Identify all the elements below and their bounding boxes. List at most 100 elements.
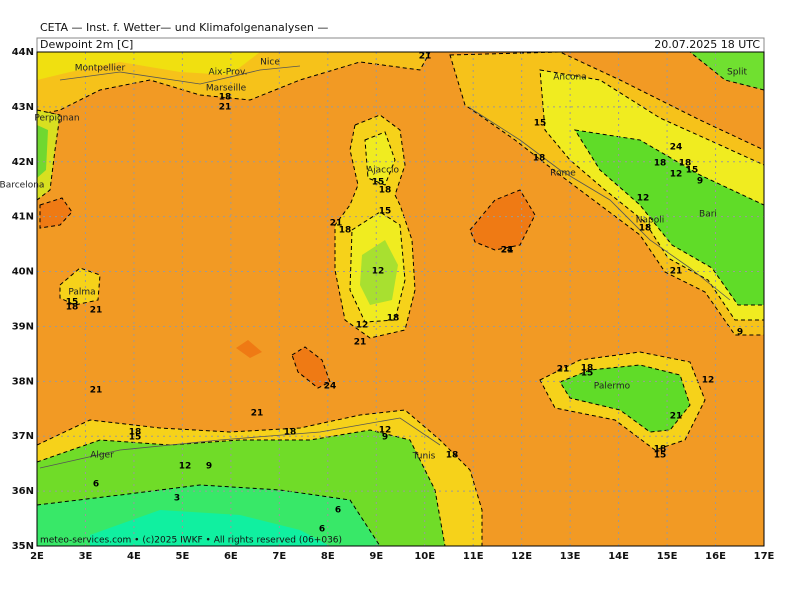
lon-label: 6E <box>224 551 238 562</box>
land-green <box>689 52 764 91</box>
city-label: Montpellier <box>75 64 126 74</box>
land-green <box>573 129 764 306</box>
lon-label: 11E <box>463 551 484 562</box>
land-green <box>37 125 48 178</box>
city-label: Aix-Prov. <box>209 68 248 78</box>
contour-label: 18 <box>533 154 546 164</box>
lon-label: 17E <box>754 551 775 562</box>
coastline <box>39 65 731 469</box>
contour-label: 24 <box>670 143 683 153</box>
contour-label: 18 <box>654 445 667 455</box>
contour-label: 24 <box>324 382 337 392</box>
city-label: Ancona <box>553 73 587 83</box>
contour-label: 18 <box>679 159 692 169</box>
field-title: Dewpoint 2m [C] <box>40 38 133 51</box>
contour-label: 24 <box>501 246 514 256</box>
graticule <box>37 52 764 546</box>
lon-label: 7E <box>272 551 286 562</box>
patch <box>236 340 262 358</box>
contour-label: 18 <box>387 314 400 324</box>
city-label: Rome <box>550 169 576 179</box>
lon-label: 3E <box>79 551 93 562</box>
city-label: Alger <box>90 451 114 461</box>
contour-label: 6 <box>335 506 341 516</box>
contour-label: 18 <box>446 451 459 461</box>
city-label: Ajaccio <box>367 166 400 176</box>
contour-label: 9 <box>697 177 703 187</box>
contour-label: 15 <box>654 451 667 461</box>
lat-label: 36N <box>12 486 34 497</box>
field <box>37 52 764 546</box>
contour-label: 12 <box>372 267 385 277</box>
lat-label: 39N <box>12 321 34 332</box>
lat-label: 42N <box>12 157 34 168</box>
contour-label: 18 <box>339 226 352 236</box>
contour-label: 21 <box>557 365 570 375</box>
contour-label: 18 <box>639 224 652 234</box>
contour-label: 15 <box>534 119 547 129</box>
contour-label: 15 <box>379 207 392 217</box>
contour-label: 18 <box>66 303 79 313</box>
coastal-band <box>37 52 431 116</box>
contour-label: 21 <box>90 306 103 316</box>
lon-label: 2E <box>30 551 44 562</box>
contour-label: 12 <box>379 426 392 436</box>
city-label: Palma <box>68 288 95 298</box>
city-label: Palermo <box>594 382 631 392</box>
contour-label: 9 <box>206 462 212 472</box>
patch <box>39 197 73 229</box>
lon-label: 15E <box>657 551 678 562</box>
contour-label: 21 <box>419 52 432 62</box>
contour-label: 18 <box>581 364 594 374</box>
contour-label: 21 <box>501 246 514 256</box>
city-label: Perpignan <box>34 114 79 124</box>
header-institute: CETA — Inst. f. Wetter— und Klimafolgena… <box>40 21 328 34</box>
contour-label: 21 <box>670 412 683 422</box>
city-label: Barcelona <box>0 181 44 191</box>
city-label: Split <box>727 68 747 78</box>
contour-label: 18 <box>129 428 142 438</box>
island-band <box>59 267 101 306</box>
contour-label: 12 <box>637 194 650 204</box>
contour-label: 15 <box>686 166 699 176</box>
lon-label: 5E <box>176 551 190 562</box>
lat-label: 37N <box>12 431 34 442</box>
contour-label: 21 <box>354 338 367 348</box>
map-frame <box>36 51 765 547</box>
lat-label: 44N <box>12 47 34 58</box>
land-green <box>360 240 398 305</box>
contour-label: 21 <box>670 267 683 277</box>
city-label: Bari <box>699 210 717 220</box>
contour-label: 15 <box>581 369 594 379</box>
footer: meteo-services.com • (c)2025 IWKF • All … <box>40 536 342 546</box>
lon-label: 4E <box>127 551 141 562</box>
contour-label: 9 <box>382 433 388 443</box>
lat-label: 38N <box>12 376 34 387</box>
contour-label: 21 <box>330 219 343 229</box>
contour-label: 12 <box>356 321 369 331</box>
lon-label: 8E <box>321 551 335 562</box>
city-label: Nice <box>260 58 280 68</box>
lat-label: 41N <box>12 212 34 223</box>
lat-label: 35N <box>12 541 34 552</box>
land-green <box>559 364 691 433</box>
contour-label: 6 <box>319 525 325 535</box>
city-label: Napoli <box>636 216 664 226</box>
coastal-band <box>37 52 260 80</box>
contour-label: 15 <box>129 433 142 443</box>
city-label: Marseille <box>206 84 247 94</box>
patch <box>291 346 331 389</box>
patch <box>469 189 536 251</box>
contour-label: 15 <box>66 298 79 308</box>
lon-label: 13E <box>560 551 581 562</box>
lon-label: 9E <box>369 551 383 562</box>
contour-label: 18 <box>654 159 667 169</box>
contour-label: 21 <box>251 409 264 419</box>
lat-label: 43N <box>12 102 34 113</box>
contour-label: 12 <box>179 462 192 472</box>
contour-label: 18 <box>219 93 232 103</box>
contour-label: 21 <box>90 386 103 396</box>
contour-label: 18 <box>284 428 297 438</box>
